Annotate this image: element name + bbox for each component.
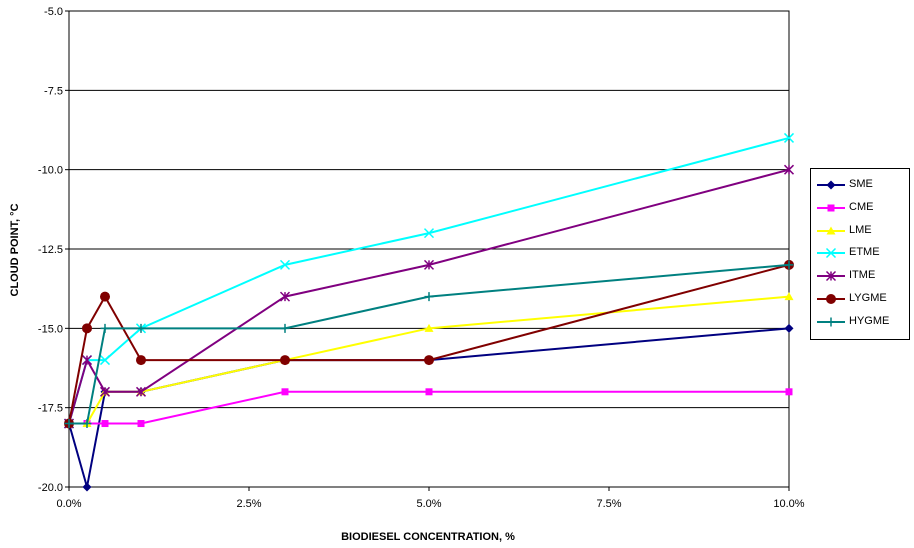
series-hygme [64, 260, 794, 429]
series-lygme [64, 259, 794, 429]
data-point [136, 323, 146, 333]
data-point [784, 292, 794, 301]
legend-item-lygme: LYGME [811, 289, 911, 309]
y-tick-label: -15.0 [38, 323, 63, 335]
y-tick-label: -7.5 [44, 85, 63, 97]
data-point [280, 323, 290, 333]
legend-swatch [817, 317, 845, 327]
data-point [82, 323, 92, 334]
legend-label: LYGME [849, 292, 887, 304]
data-point [99, 386, 111, 397]
data-point [425, 388, 433, 396]
legend-label: LME [849, 223, 872, 236]
data-point [783, 132, 795, 143]
data-point [825, 248, 837, 259]
data-point [424, 292, 434, 302]
data-point [280, 355, 290, 366]
series-line [69, 263, 790, 425]
legend-item-sme: SME [811, 175, 911, 195]
legend-swatch [817, 226, 845, 235]
series-line [68, 136, 790, 424]
y-axis-label: CLOUD POINT, °C [9, 203, 21, 296]
data-point [783, 164, 795, 175]
data-point [100, 291, 110, 302]
legend-label: CME [849, 200, 874, 213]
data-point [281, 388, 289, 396]
series-line [68, 263, 790, 424]
legend-item-etme: ETME [811, 243, 911, 263]
data-point [424, 323, 434, 332]
x-tick-label: 0.0% [56, 498, 81, 510]
y-tick-label: -12.5 [38, 244, 63, 256]
axis-ticks: -5.0 -7.5 -10.0 -12.5 -15.0 -17.5 -20.0 0.0% 2.5… [38, 6, 805, 510]
legend-label: ITME [849, 269, 876, 282]
series-lines [63, 132, 795, 492]
data-point [137, 420, 145, 428]
y-tick-label: -5.0 [44, 6, 63, 18]
x-tick-label: 7.5% [596, 498, 621, 510]
data-point [423, 259, 435, 270]
data-point [825, 271, 837, 282]
legend: SME CME LME ETME ITME LYGME HYGME [810, 168, 910, 340]
legend-swatch [817, 248, 845, 259]
data-point [101, 420, 109, 428]
data-point [64, 419, 74, 429]
data-point [826, 317, 836, 327]
data-point [785, 388, 793, 396]
data-point [99, 355, 111, 366]
legend-label: HYGME [849, 314, 890, 327]
data-point [827, 204, 835, 212]
data-point [826, 180, 836, 190]
y-tick-label: -20.0 [38, 482, 63, 494]
data-point [81, 355, 93, 366]
data-point [826, 294, 836, 304]
legend-item-hygme: HYGME [811, 312, 911, 332]
data-point [136, 355, 146, 366]
y-tick-label: -10.0 [38, 165, 63, 177]
legend-swatch [817, 180, 845, 190]
data-point [784, 323, 794, 333]
x-axis-label: BIODIESEL CONCENTRATION, % [341, 531, 515, 543]
data-point [82, 482, 92, 492]
data-point [279, 291, 291, 302]
legend-label: SME [849, 178, 873, 190]
data-point [424, 355, 434, 366]
legend-item-itme: ITME [811, 266, 911, 286]
legend-swatch [817, 271, 845, 282]
legend-swatch [817, 204, 845, 212]
data-point [100, 323, 110, 333]
data-point [423, 228, 435, 239]
legend-item-cme: CME [811, 198, 911, 218]
x-tick-label: 10.0% [773, 498, 804, 510]
data-point [82, 419, 92, 429]
y-tick-label: -17.5 [38, 403, 63, 415]
x-tick-label: 2.5% [236, 498, 261, 510]
x-tick-label: 5.0% [416, 498, 441, 510]
legend-item-lme: LME [811, 221, 911, 241]
data-point [826, 226, 836, 235]
data-point [784, 260, 794, 270]
legend-label: ETME [849, 246, 880, 259]
data-point [279, 259, 291, 270]
data-point [135, 386, 147, 397]
legend-swatch [817, 294, 845, 304]
